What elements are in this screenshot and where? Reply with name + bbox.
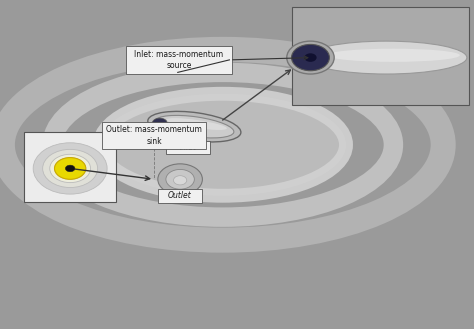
Circle shape — [166, 169, 194, 189]
Circle shape — [65, 165, 75, 172]
FancyBboxPatch shape — [102, 122, 206, 149]
Text: Inlet: Inlet — [180, 143, 197, 152]
Text: Outlet: mass-momentum
sink: Outlet: mass-momentum sink — [106, 125, 202, 146]
Circle shape — [55, 158, 86, 179]
Circle shape — [43, 149, 98, 188]
Text: Inlet: mass-momentum
source: Inlet: mass-momentum source — [134, 50, 224, 70]
FancyBboxPatch shape — [126, 46, 232, 74]
Ellipse shape — [155, 115, 234, 138]
Circle shape — [292, 44, 329, 71]
Text: Outlet: Outlet — [168, 191, 192, 200]
Circle shape — [152, 118, 167, 129]
Ellipse shape — [166, 118, 227, 130]
FancyBboxPatch shape — [24, 132, 116, 202]
Circle shape — [304, 53, 317, 62]
Ellipse shape — [306, 41, 467, 74]
Circle shape — [55, 158, 86, 179]
Ellipse shape — [100, 94, 346, 196]
Circle shape — [50, 154, 91, 183]
FancyBboxPatch shape — [166, 141, 210, 154]
Circle shape — [173, 176, 187, 185]
Circle shape — [287, 41, 334, 74]
Ellipse shape — [327, 49, 460, 62]
FancyBboxPatch shape — [292, 7, 469, 105]
Circle shape — [158, 164, 202, 195]
Circle shape — [33, 143, 107, 194]
FancyBboxPatch shape — [158, 189, 202, 203]
